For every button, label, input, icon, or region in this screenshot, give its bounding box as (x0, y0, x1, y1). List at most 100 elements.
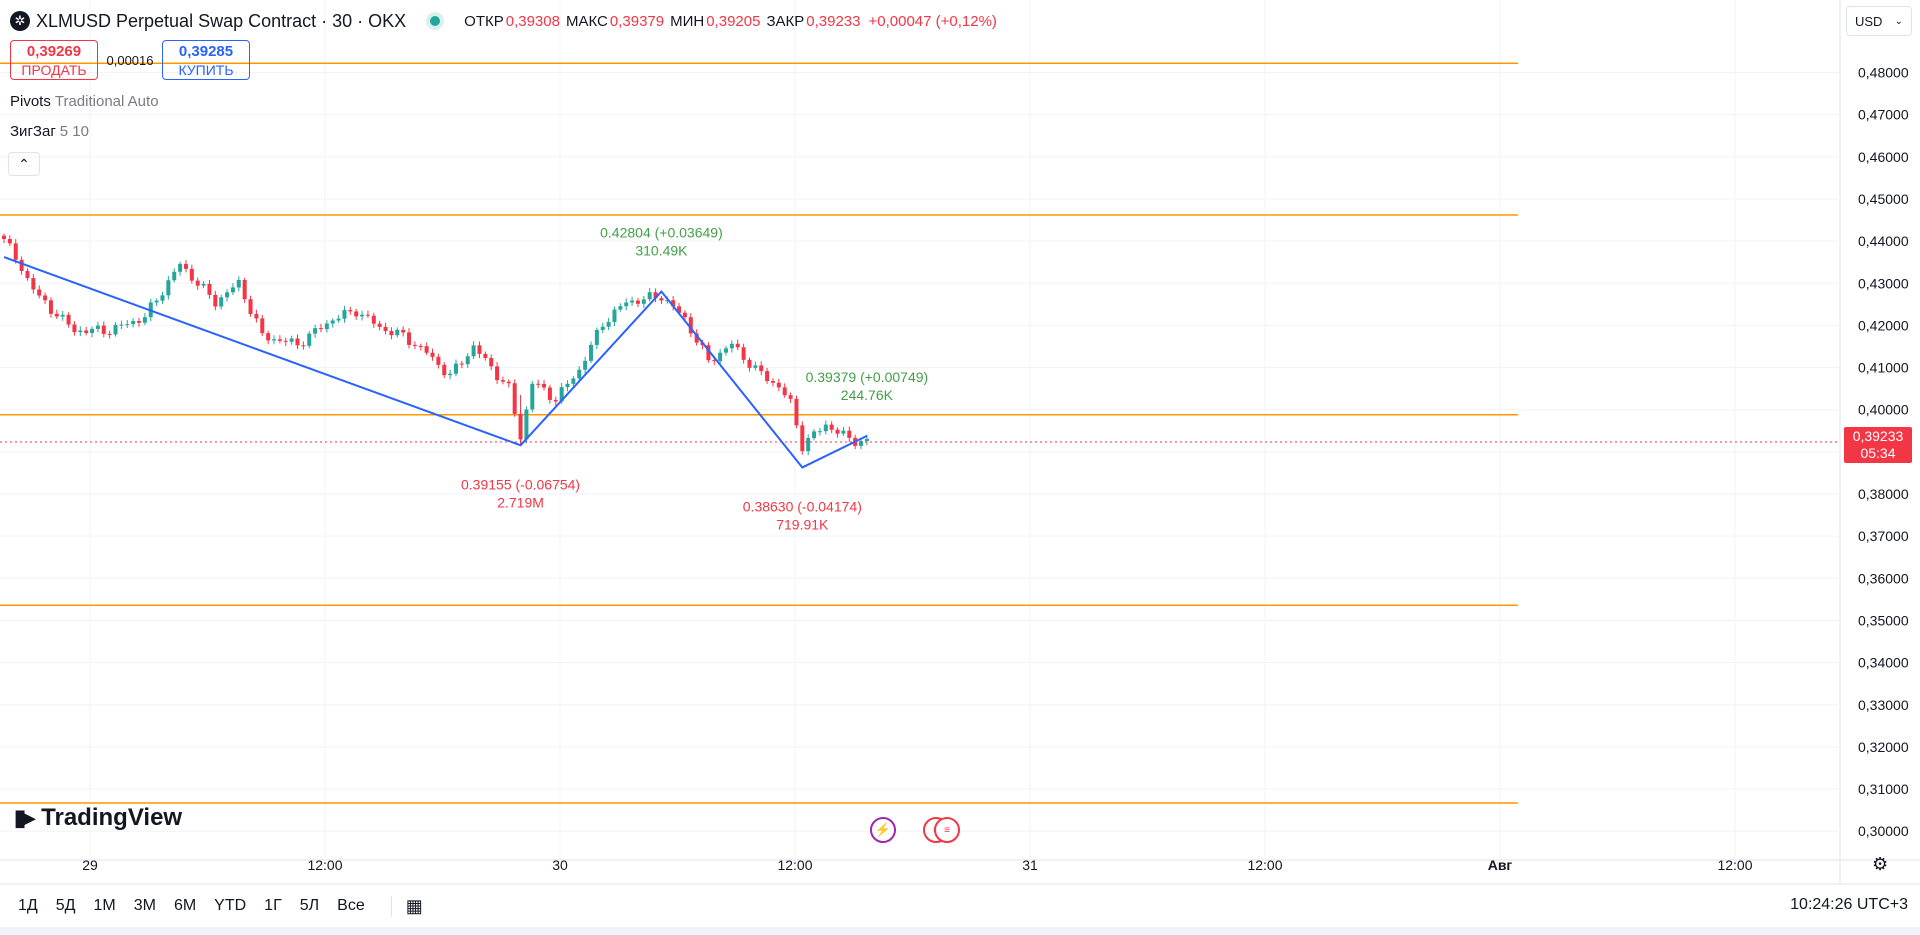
candle-body (54, 313, 59, 317)
candle-body (407, 332, 412, 345)
candle-body (207, 283, 212, 295)
currency-selector[interactable]: USD ⌄ (1846, 6, 1912, 36)
y-tick-label: 0,43000 (1858, 275, 1909, 291)
candle-body (318, 328, 323, 330)
y-tick-label: 0,34000 (1858, 655, 1909, 671)
symbol-title[interactable]: XLMUSD Perpetual Swap Contract · 30 · OK… (36, 10, 407, 31)
candle-body (43, 295, 48, 301)
candle-body (606, 322, 611, 327)
y-tick-label: 0,46000 (1858, 149, 1909, 165)
candle-body (577, 369, 582, 379)
candle-body (219, 297, 224, 307)
spread-value: 0,00016 (106, 52, 154, 68)
candle-body (371, 315, 376, 324)
zigzag-volume-label: 2.719M (497, 494, 544, 510)
candle-body (242, 279, 247, 300)
zigzag-volume-label: 719.91K (776, 516, 829, 532)
range-1m[interactable]: 1М (93, 897, 116, 914)
candle-body (90, 328, 95, 334)
footer-strip (0, 927, 1920, 935)
candle-body (442, 364, 447, 376)
candle-body (37, 289, 42, 296)
candle-body (624, 302, 629, 307)
candle-body (565, 383, 570, 388)
range-5d[interactable]: 5Д (55, 897, 76, 914)
y-tick-label: 0,48000 (1858, 65, 1909, 81)
high-value: 0,39379 (609, 12, 665, 30)
candle-body (266, 333, 271, 341)
candle-body (741, 347, 746, 360)
candle-body (630, 300, 635, 303)
candle-body (19, 259, 24, 271)
bottom-toolbar: 1Д 5Д 1М 3М 6М YTD 1Г 5Л Все ▦ (0, 885, 1920, 927)
x-tick-label: 12:00 (307, 857, 342, 873)
market-status-icon[interactable] (430, 16, 441, 26)
candle-body (430, 352, 435, 357)
candle-body (424, 346, 429, 353)
stellar-logo-icon: ✲ (10, 11, 30, 31)
collapse-indicators-button[interactable]: ⌃ (8, 152, 40, 176)
open-value: 0,39308 (505, 12, 560, 30)
x-tick-label: 12:00 (777, 857, 812, 873)
candle-body (483, 353, 488, 358)
us-flag-icon[interactable]: ≡ (934, 817, 960, 843)
candle-body (453, 363, 458, 374)
candle-body (571, 378, 576, 384)
candle-body (307, 333, 312, 346)
chevron-up-icon: ⌃ (18, 155, 30, 172)
current-price-tag: 0,39233 05:34 (1844, 427, 1912, 463)
candle-body (154, 300, 159, 303)
candle-body (189, 268, 194, 281)
calendar-icon[interactable]: ▦ (390, 895, 423, 917)
candle-body (78, 330, 83, 333)
candle-body (682, 312, 687, 318)
gear-icon[interactable]: ⚙ (1872, 854, 1889, 874)
indicator-pivots[interactable]: Pivots Traditional Auto (10, 93, 159, 110)
range-5y[interactable]: 5Л (299, 897, 320, 914)
y-tick-label: 0,32000 (1858, 739, 1909, 755)
x-tick-label: 12:00 (1717, 857, 1752, 873)
candle-body (500, 380, 505, 382)
tradingview-logo[interactable]: ▮▸ TradingView (14, 804, 182, 832)
range-3m[interactable]: 3М (133, 897, 156, 914)
candle-body (365, 314, 370, 316)
lightning-icon[interactable]: ⚡ (870, 817, 896, 843)
range-1d[interactable]: 1Д (18, 897, 38, 914)
candle-body (412, 344, 417, 346)
candle-body (25, 270, 30, 279)
range-all[interactable]: Все (337, 897, 365, 914)
range-1y[interactable]: 1Г (264, 897, 282, 914)
candle-body (248, 299, 253, 314)
y-tick-label: 0,47000 (1858, 107, 1909, 123)
indicator-zigzag[interactable]: ЗигЗаг 5 10 (10, 123, 89, 140)
y-tick-label: 0,37000 (1858, 528, 1909, 544)
x-tick-label: 30 (552, 857, 568, 873)
watermark-text: TradingView (41, 804, 183, 831)
candle-body (418, 345, 423, 347)
y-tick-label: 0,31000 (1858, 781, 1909, 797)
close-label: ЗАКР (766, 12, 805, 30)
x-tick-label: 29 (82, 857, 98, 873)
clock[interactable]: 10:24:26 UTC+3 (1790, 896, 1908, 913)
buy-button[interactable]: 0,39285 КУПИТЬ (162, 40, 250, 80)
candles-group (2, 233, 869, 456)
candle-body (512, 383, 517, 414)
sell-button[interactable]: 0,39269 ПРОДАТЬ (10, 40, 98, 80)
x-tick-label: 12:00 (1247, 857, 1282, 873)
candle-body (395, 329, 400, 336)
candle-body (489, 357, 494, 367)
candle-body (694, 333, 699, 343)
sell-price: 0,39269 (26, 43, 82, 60)
candle-body (583, 360, 588, 370)
candle-body (72, 324, 77, 333)
candle-body (829, 424, 834, 430)
candle-body (495, 366, 500, 381)
range-6m[interactable]: 6М (173, 897, 197, 914)
candle-body (553, 399, 558, 402)
candle-body (236, 279, 241, 288)
candle-body (213, 294, 218, 307)
range-ytd[interactable]: YTD (214, 897, 247, 914)
candle-body (66, 314, 71, 325)
candle-body (7, 238, 12, 244)
